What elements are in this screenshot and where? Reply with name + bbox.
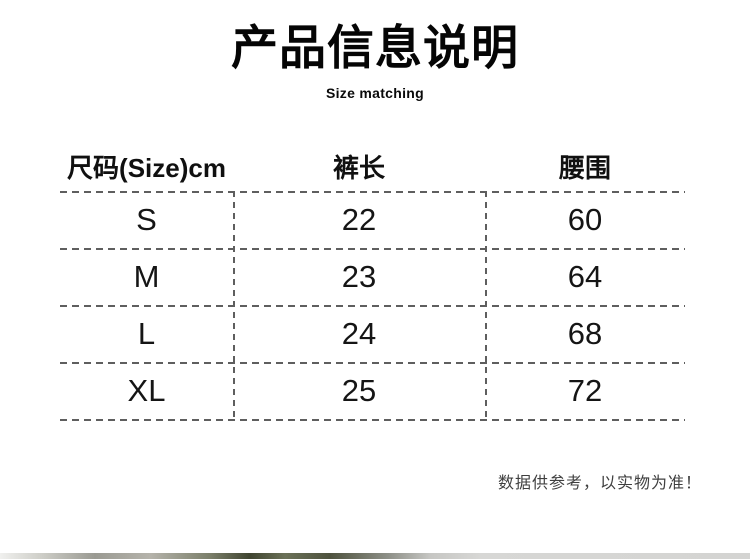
next-image-edge: [0, 553, 750, 559]
waist-value: 72: [567, 372, 603, 408]
size-value: XL: [127, 372, 166, 408]
column-header-pants-length: 裤长: [332, 152, 385, 183]
waist-value: 68: [567, 315, 603, 351]
table-row-m: M 23 64: [60, 248, 685, 305]
table-row-xl: XL 25 72: [60, 362, 685, 419]
table-divider-line: [60, 419, 685, 421]
pants-length-value: 24: [341, 315, 377, 351]
table-divider-line: [60, 362, 685, 364]
waist-value: 60: [567, 201, 603, 237]
table-divider-line: [60, 248, 685, 250]
column-header-waist: 腰围: [558, 152, 611, 183]
size-table: 尺码(Size)cm 裤长 腰围 S 22 60 M 23 64 L 24 68…: [60, 141, 685, 421]
table-column-divider: [485, 191, 487, 421]
page-title: 产品信息说明: [231, 21, 519, 74]
size-value: M: [133, 258, 160, 294]
column-header-size: 尺码(Size)cm: [67, 152, 226, 183]
table-divider-line: [60, 305, 685, 307]
size-value: S: [136, 201, 157, 237]
table-row-l: L 24 68: [60, 305, 685, 362]
waist-value: 64: [567, 258, 603, 294]
pants-length-value: 23: [341, 258, 377, 294]
pants-length-value: 22: [341, 201, 377, 237]
disclaimer-note: 数据供参考，以实物为准！: [497, 475, 702, 492]
table-column-divider: [233, 191, 235, 421]
page-subtitle: Size matching: [325, 85, 425, 101]
pants-length-value: 25: [341, 372, 377, 408]
table-divider-line: [60, 191, 685, 193]
size-value: L: [137, 315, 156, 351]
table-header-row: 尺码(Size)cm 裤长 腰围: [60, 141, 685, 191]
table-row-s: S 22 60: [60, 191, 685, 248]
